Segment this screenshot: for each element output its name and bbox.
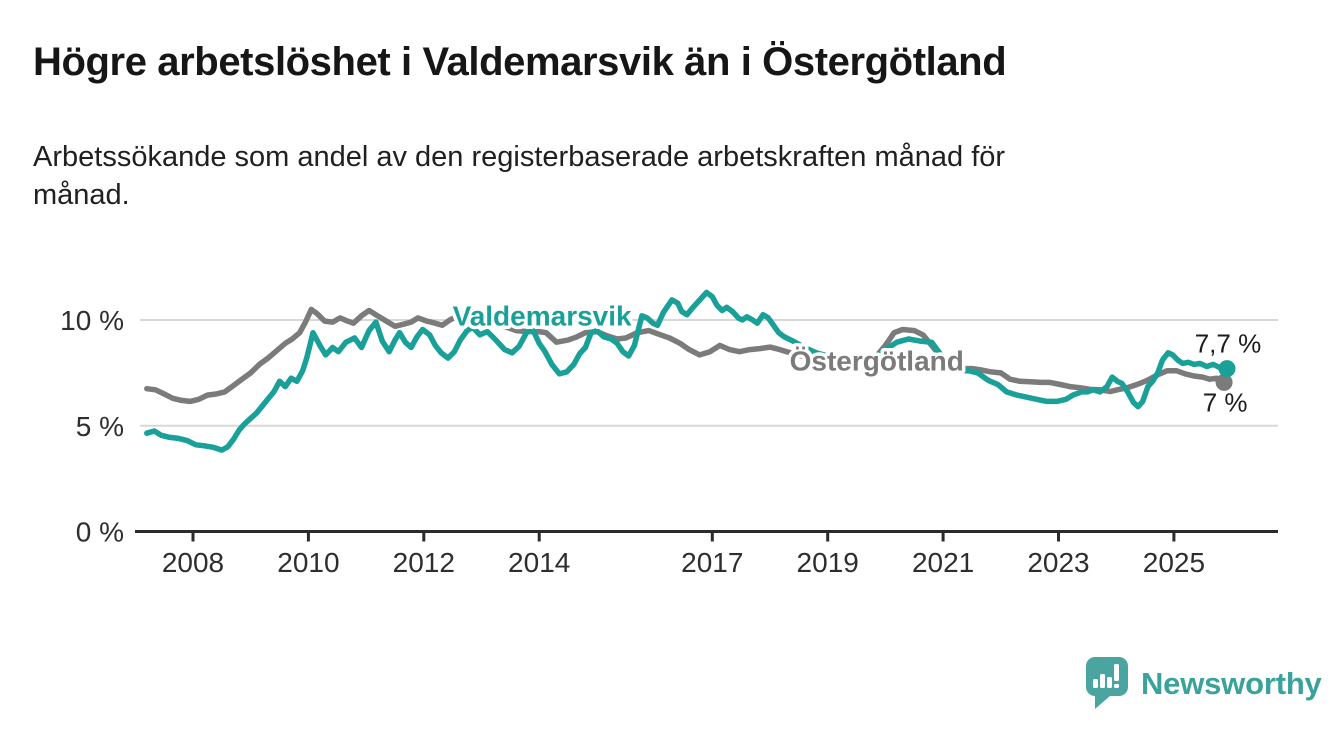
x-tick-label-2008: 2008 (162, 547, 224, 578)
x-tick-label-2023: 2023 (1027, 547, 1089, 578)
logo-bar-1 (1093, 679, 1098, 688)
ostergotland-end-dot (1215, 373, 1233, 391)
logo-bar-2 (1100, 674, 1105, 688)
chart-subtitle: Arbetssökande som andel av den registerb… (33, 141, 1006, 211)
x-tick-label-2012: 2012 (393, 547, 455, 578)
ostergotland-line (144, 306, 1227, 405)
valdemarsvik-end-dot (1218, 360, 1236, 378)
x-tick-label-2017: 2017 (681, 547, 743, 578)
x-tick-label-2025: 2025 (1143, 547, 1205, 578)
newsworthy-logo-icon (1086, 657, 1128, 709)
chart-title: Högre arbetslöshet i Valdemarsvik än i Ö… (33, 40, 1007, 84)
y-tick-label-10-: 10 % (60, 305, 124, 336)
y-tick-label-5-: 5 % (76, 411, 124, 442)
x-tick-label-2019: 2019 (797, 547, 859, 578)
valdemarsvik-series-label: Valdemarsvik (453, 300, 632, 331)
newsworthy-branding: Newsworthy (1086, 657, 1322, 710)
x-tick-label-2010: 2010 (277, 547, 339, 578)
ostergotland-end-value-label: 7 % (1203, 387, 1248, 417)
logo-exclamation-dot (1114, 684, 1119, 688)
logo-bar-3 (1107, 677, 1112, 688)
y-tick-label-0-: 0 % (76, 517, 124, 548)
ostergotland-series-label: Östergötland (790, 345, 964, 376)
newsworthy-logo-text: Newsworthy (1141, 665, 1322, 701)
x-tick-label-2021: 2021 (912, 547, 974, 578)
logo-exclamation-bar (1114, 664, 1119, 681)
valdemarsvik-end-value-label: 7,7 % (1195, 329, 1262, 359)
x-tick-label-2014: 2014 (508, 547, 570, 578)
valdemarsvik-line (144, 289, 1230, 453)
